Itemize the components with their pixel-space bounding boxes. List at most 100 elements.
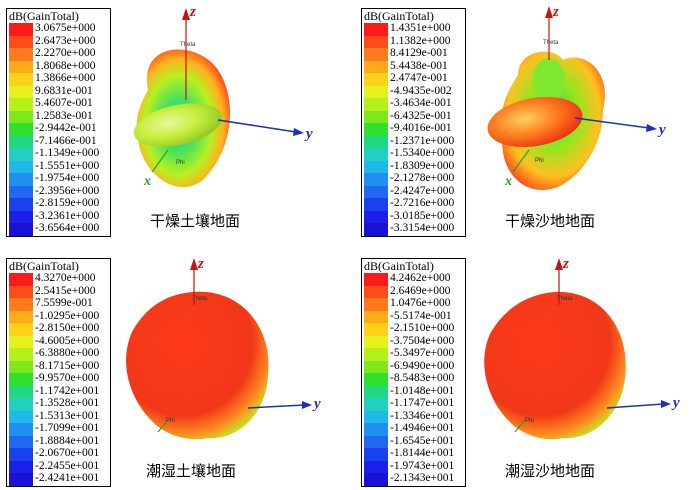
legend-value: -1.7099e+001 [35,422,100,434]
theta-label: Theta [192,296,208,302]
legend-value: -1.4946e+001 [390,422,455,434]
legend-row: -4.9435e-002 [362,85,465,98]
radiation-pattern-plot: z Theta y Phi [484,256,680,440]
legend-row: 7.5599e-001 [7,297,110,311]
panel-dry-soil: dB(GainTotal) 3.0675e+000 2.6473e+000 2.22… [0,0,350,240]
y-axis-label: y [671,395,680,411]
phi-label: Phi [166,418,175,424]
legend-title: dB(GainTotal) [9,259,79,273]
legend-swatch [364,185,388,198]
legend-swatch [364,73,388,86]
legend-swatch [9,448,33,461]
legend-value: -1.1349e+000 [35,147,100,159]
legend-value: 3.0675e+000 [35,22,96,34]
color-legend: dB(GainTotal) 4.3270e+000 2.5415e+000 7.55… [6,258,111,487]
legend-row: 2.6473e+000 [7,35,110,48]
y-axis-label: y [312,396,321,412]
legend-value: -2.0670e+001 [35,447,100,459]
legend-row: -2.8150e+000 [7,322,110,336]
legend-value: 5.4607e-001 [35,97,93,109]
pattern-top-lobe [533,58,565,102]
legend-value: -6.3880e+000 [35,347,100,359]
legend-value: 9.6831e-001 [35,84,93,97]
legend-swatch [364,385,388,398]
legend-row: -6.4325e-001 [362,110,465,123]
panel-wet-sand: dB(GainTotal) 4.2462e+000 2.6469e+000 1.04… [355,250,700,490]
legend-value: 2.6469e+000 [390,284,451,297]
legend-row: -6.9490e+000 [362,360,465,373]
legend-swatch [364,223,388,236]
legend-swatch [364,373,388,386]
legend-row: 5.4607e-001 [7,97,110,111]
legend-value: 1.0476e+000 [390,297,451,309]
legend-swatch [364,35,388,48]
legend-row: 1.4351e+000 [362,22,465,36]
legend-value: 1.3866e+000 [35,72,96,84]
legend-value: 1.2583e-001 [35,109,93,122]
legend-value: -3.3154e+000 [390,222,455,234]
legend-row: -3.3154e+000 [362,222,465,236]
legend-row: -1.4946e+001 [362,422,465,436]
legend-row: -1.1742e+001 [7,385,110,398]
legend-row: -1.9754e+000 [7,172,110,186]
legend-row: -1.0148e+001 [362,385,465,398]
panel-dry-sand: dB(GainTotal) 1.4351e+000 1.1382e+000 8.41… [355,0,700,240]
y-axis-line [247,404,305,409]
legend-row: -1.8144e+001 [362,447,465,461]
legend-value: -5.3497e+000 [390,347,455,359]
legend-row: -1.0295e+000 [7,310,110,323]
legend-swatch [364,48,388,61]
legend-row: -8.5483e+000 [362,372,465,386]
legend-row: 2.4747e-001 [362,72,465,86]
legend-row: -1.1349e+000 [7,147,110,161]
legend-value: 2.2270e+000 [35,47,96,59]
pattern-body [484,291,626,440]
x-axis-line [151,149,169,173]
legend-swatch [9,273,33,286]
legend-value: -2.4241e+001 [35,472,100,484]
legend-swatch [364,123,388,136]
legend-swatch [364,335,388,348]
legend-row: -1.3346e+001 [362,409,465,423]
legend-swatch [364,460,388,473]
legend-body: 3.0675e+000 2.6473e+000 2.2270e+000 1.8068e… [7,22,110,236]
theta-label: Theta [180,42,196,48]
legend-row: -4.6005e+000 [7,334,110,348]
legend-swatch [364,273,388,286]
caption: 潮湿沙地地面 [505,462,596,480]
legend-value: -1.9754e+000 [35,172,100,184]
legend-value: -1.3528e+001 [35,397,100,409]
legend-swatch [9,385,33,398]
legend-row: 1.2583e-001 [7,109,110,123]
pattern-body [126,291,269,440]
legend-swatch [364,473,388,486]
legend-swatch [364,148,388,161]
legend-body: 4.2462e+000 2.6469e+000 1.0476e+000 -5.5174… [362,272,465,486]
legend-row: -7.1466e-001 [7,134,110,148]
legend-value: -4.6005e+000 [35,334,100,347]
z-axis-label: z [189,4,196,20]
legend-value: -2.8150e+000 [35,322,100,334]
legend-swatch [9,410,33,423]
x-axis-label: x [143,174,151,189]
theta-label: Theta [557,296,573,302]
legend-swatch [9,23,33,36]
radiation-pattern-plot: z Theta y Phi [126,256,321,440]
legend-value: -1.3346e+001 [390,409,455,422]
legend-row: -1.2371e+000 [362,135,465,148]
legend-swatch [364,398,388,411]
legend-row: -1.6545e+001 [362,435,465,448]
legend-swatch [9,223,33,236]
legend-value: 4.3270e+000 [35,272,96,284]
legend-value: -7.1466e-001 [35,134,97,147]
legend-value: -1.9743e+001 [390,459,455,472]
radiation-pattern-plot: z Theta y x Phi [487,4,666,190]
legend-value: 7.5599e-001 [35,297,93,309]
legend-value: -3.6564e+000 [35,222,100,234]
color-legend: dB(GainTotal) 4.2462e+000 2.6469e+000 1.04… [361,258,466,487]
legend-swatch [364,98,388,111]
legend-value: -2.8159e+000 [35,197,100,209]
legend-swatch [364,310,388,323]
legend-value: -9.9570e+000 [35,372,100,384]
pattern-lobe [487,96,583,148]
